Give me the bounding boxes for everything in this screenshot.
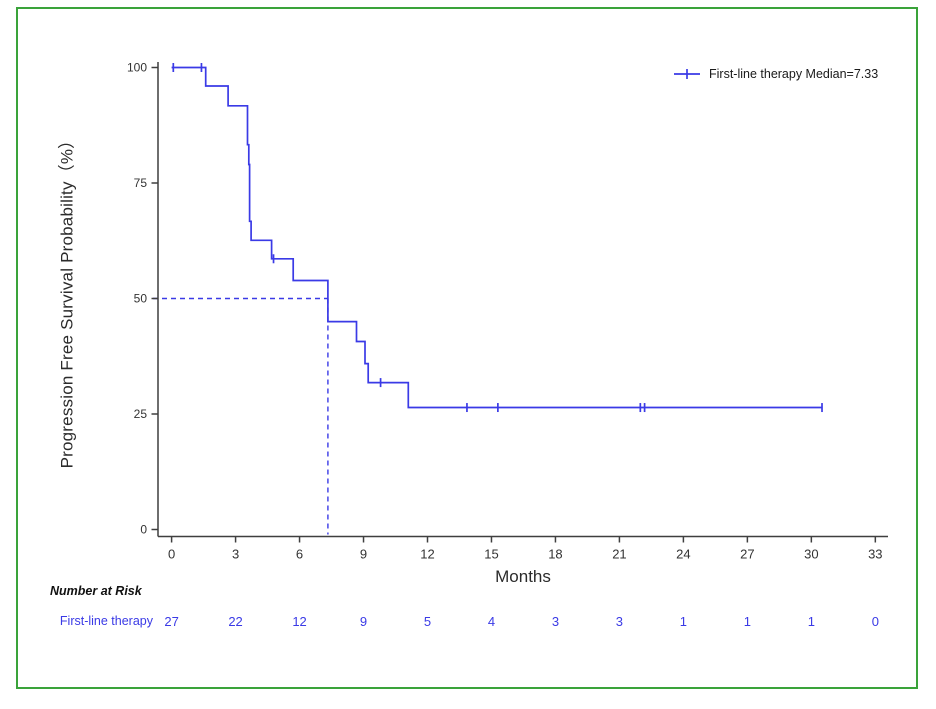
y-axis-title: Progression Free Survival Probability（%） <box>57 131 77 469</box>
x-tick-label: 27 <box>740 547 754 562</box>
risk-count: 9 <box>360 614 367 629</box>
x-tick-label: 0 <box>168 547 175 562</box>
legend: First-line therapy Median=7.33 <box>674 67 878 81</box>
x-tick-label: 9 <box>360 547 367 562</box>
y-tick-label: 50 <box>134 292 148 306</box>
risk-count: 12 <box>292 614 306 629</box>
y-axis-ticks: 0 25 50 75 100 <box>127 61 158 537</box>
y-tick-label: 100 <box>127 61 147 75</box>
x-axis-ticks: 0 3 6 9 12 15 18 21 24 27 30 33 <box>168 536 883 562</box>
risk-count: 1 <box>808 614 815 629</box>
survival-curve <box>171 66 822 409</box>
censor-marks <box>172 63 823 413</box>
risk-row-label: First-line therapy <box>59 614 153 628</box>
risk-count: 1 <box>744 614 751 629</box>
y-tick-label: 25 <box>134 407 148 421</box>
risk-table-values: 27 22 12 9 5 4 3 3 1 1 1 0 <box>164 614 879 629</box>
risk-count: 0 <box>872 614 879 629</box>
x-tick-label: 12 <box>420 547 434 562</box>
x-tick-label: 33 <box>868 547 882 562</box>
legend-label: First-line therapy Median=7.33 <box>709 67 879 81</box>
x-tick-label: 21 <box>612 547 626 562</box>
risk-count: 3 <box>616 614 623 629</box>
risk-count: 5 <box>424 614 431 629</box>
x-tick-label: 3 <box>232 547 239 562</box>
x-tick-label: 6 <box>296 547 303 562</box>
risk-count: 27 <box>164 614 178 629</box>
y-tick-label: 0 <box>140 523 147 537</box>
risk-count: 4 <box>488 614 495 629</box>
risk-count: 1 <box>680 614 687 629</box>
median-reference-lines <box>153 297 329 535</box>
legend-line-icon <box>674 69 700 79</box>
risk-count: 22 <box>228 614 242 629</box>
x-tick-label: 15 <box>484 547 498 562</box>
x-tick-label: 24 <box>676 547 690 562</box>
x-tick-label: 30 <box>804 547 818 562</box>
axes <box>157 62 888 538</box>
x-tick-label: 18 <box>548 547 562 562</box>
risk-table-title: Number at Risk <box>50 584 142 598</box>
risk-count: 3 <box>552 614 559 629</box>
y-tick-label: 75 <box>134 176 148 190</box>
x-axis-title: Months <box>495 567 551 586</box>
